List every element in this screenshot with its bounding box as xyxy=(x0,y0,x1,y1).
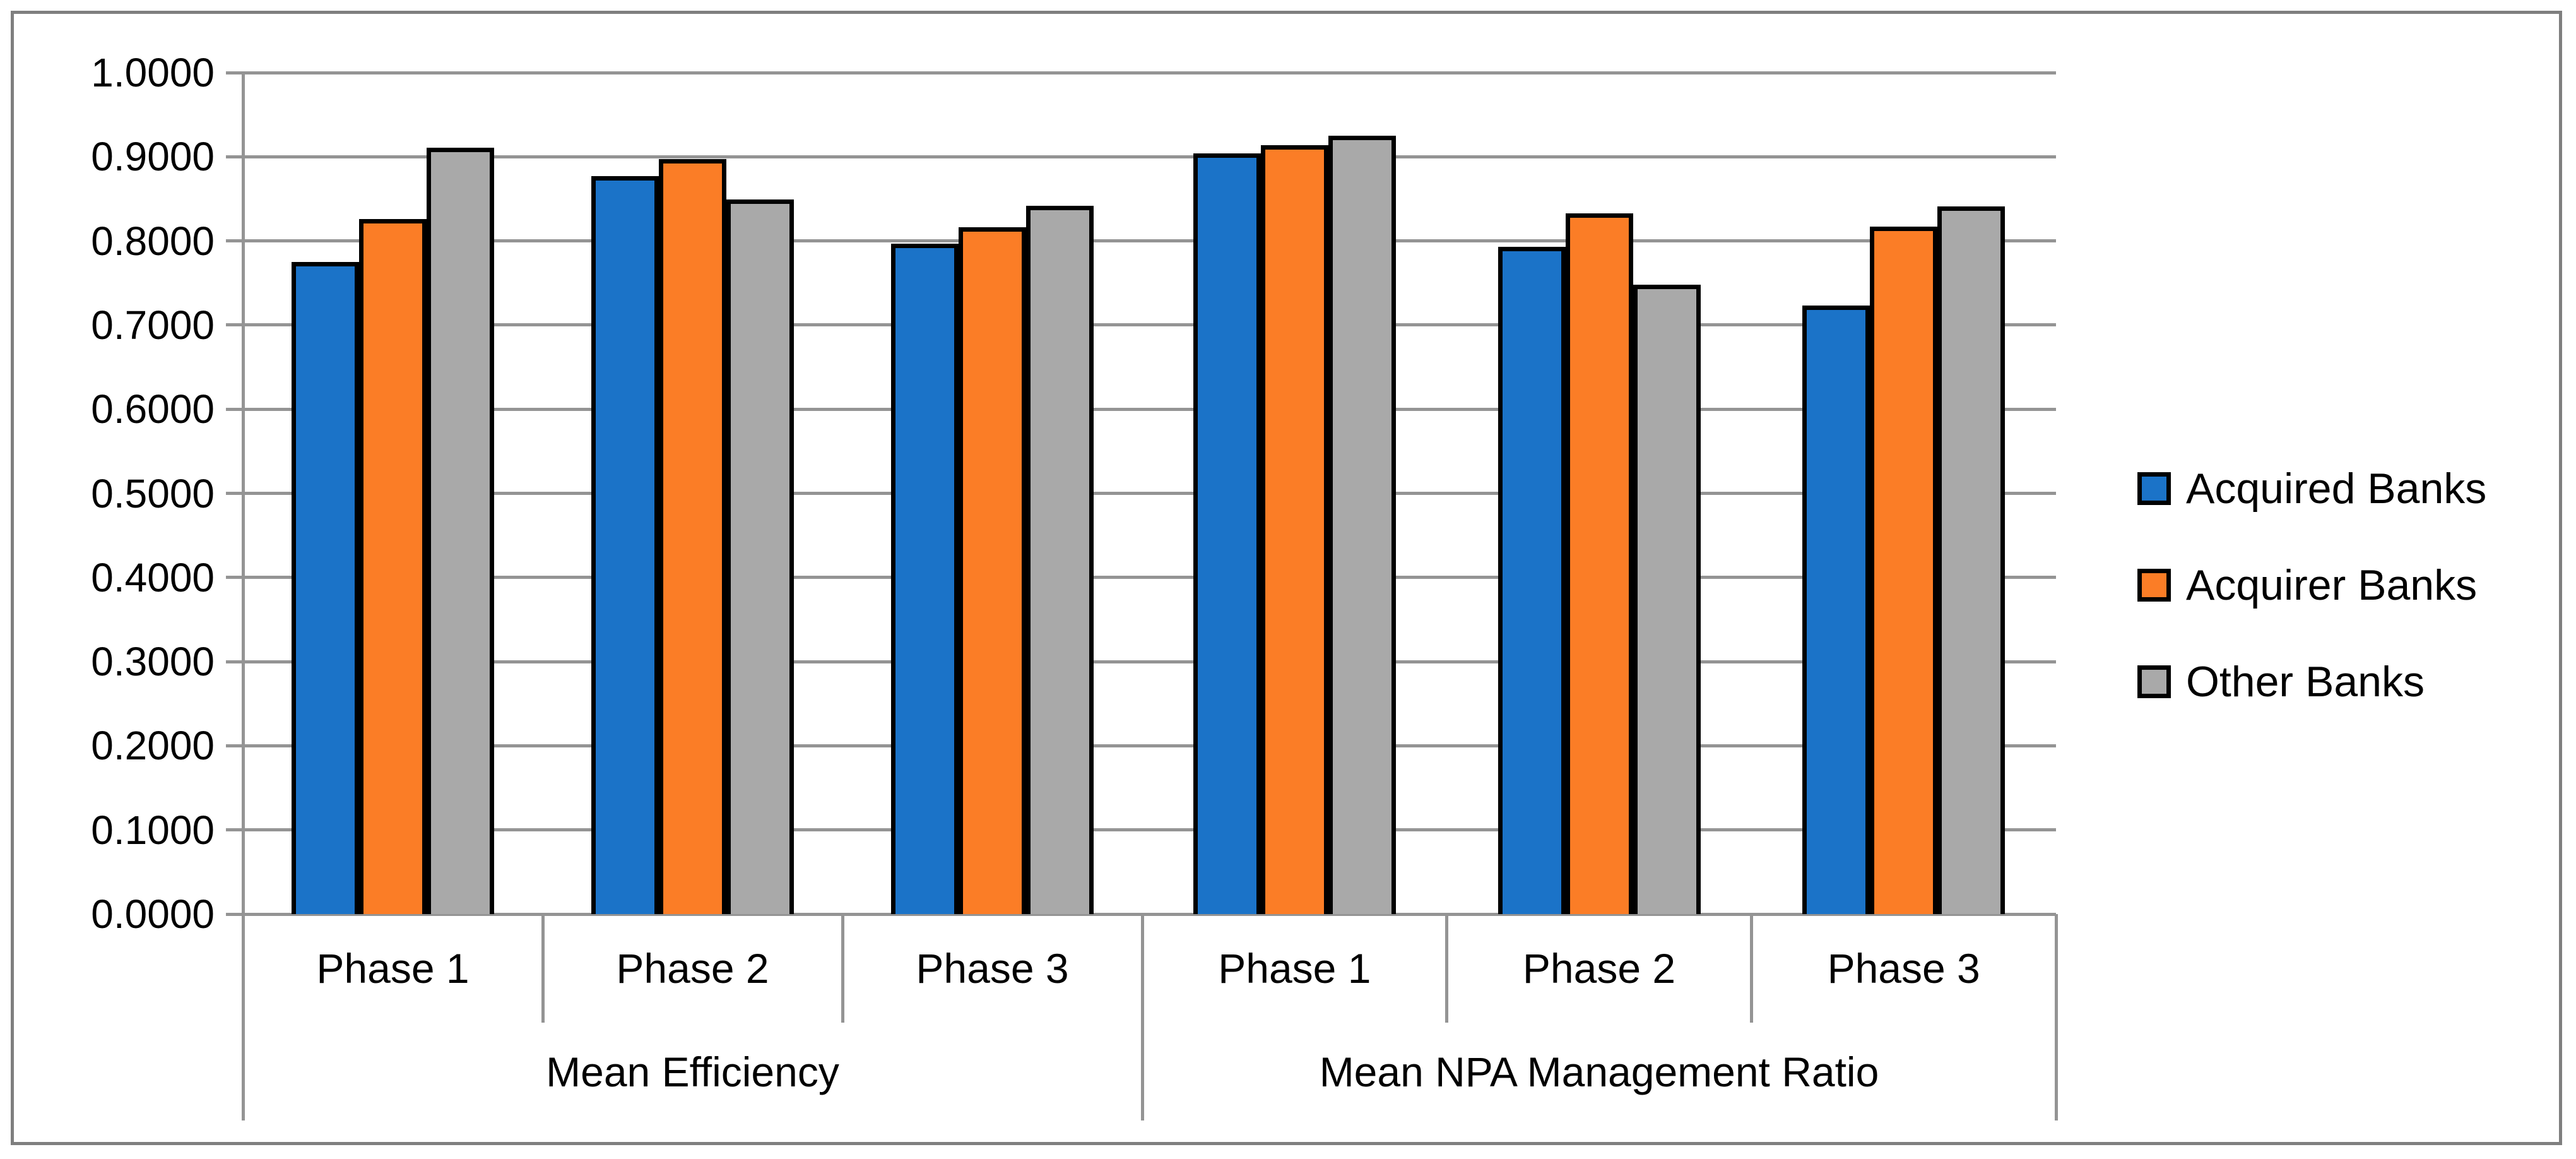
group-label: Mean Efficiency xyxy=(546,1048,839,1095)
y-axis-tick-label: 0.0000 xyxy=(91,891,215,937)
y-axis-tick-label: 0.3000 xyxy=(91,639,215,685)
phase-separator xyxy=(541,914,545,1023)
y-axis-tick-label: 0.2000 xyxy=(91,723,215,769)
gridline xyxy=(226,71,2056,74)
legend-item-other-banks: Other Banks xyxy=(2137,658,2425,706)
y-axis-tick-label: 0.6000 xyxy=(91,386,215,432)
phase-label: Phase 2 xyxy=(616,945,769,992)
phase-label: Phase 2 xyxy=(1522,945,1676,992)
bar-acquired-banks-mean-npa-management-ratio-phase-2 xyxy=(1498,247,1566,914)
y-axis-tick-label: 1.0000 xyxy=(91,50,215,95)
y-axis-line xyxy=(241,73,245,1120)
bar-acquired-banks-mean-efficiency-phase-2 xyxy=(591,176,659,914)
bar-acquirer-banks-mean-efficiency-phase-1 xyxy=(359,219,427,914)
y-axis-tick-label: 0.1000 xyxy=(91,807,215,853)
gridline xyxy=(226,407,2056,411)
category-group-separator xyxy=(1140,914,1144,1120)
bar-acquired-banks-mean-npa-management-ratio-phase-1 xyxy=(1193,153,1261,914)
bar-acquired-banks-mean-efficiency-phase-3 xyxy=(891,244,959,914)
bar-acquirer-banks-mean-efficiency-phase-2 xyxy=(659,159,726,914)
gridline xyxy=(226,155,2056,158)
legend-swatch-acquirer-banks xyxy=(2137,569,2171,602)
legend-swatch-acquired-banks xyxy=(2137,472,2171,505)
y-axis-tick-label: 0.7000 xyxy=(91,302,215,348)
gridline xyxy=(226,492,2056,495)
phase-separator xyxy=(841,914,844,1023)
legend-label-other-banks: Other Banks xyxy=(2186,658,2425,706)
gridline xyxy=(226,323,2056,327)
y-axis-tick-label: 0.8000 xyxy=(91,218,215,264)
bar-acquired-banks-mean-efficiency-phase-1 xyxy=(292,262,359,914)
phase-label: Phase 1 xyxy=(316,945,470,992)
bar-acquirer-banks-mean-npa-management-ratio-phase-2 xyxy=(1565,213,1633,914)
gridline xyxy=(226,828,2056,832)
bar-acquirer-banks-mean-npa-management-ratio-phase-3 xyxy=(1870,227,1938,914)
y-axis-tick-label: 0.4000 xyxy=(91,554,215,600)
bar-acquirer-banks-mean-npa-management-ratio-phase-1 xyxy=(1260,145,1328,914)
bar-acquirer-banks-mean-efficiency-phase-3 xyxy=(959,227,1026,914)
y-axis-tick-label: 0.5000 xyxy=(91,470,215,516)
bar-other-banks-mean-efficiency-phase-1 xyxy=(427,148,494,914)
phase-label: Phase 3 xyxy=(916,945,1069,992)
legend-item-acquirer-banks: Acquirer Banks xyxy=(2137,561,2477,609)
gridline xyxy=(226,744,2056,747)
phase-separator xyxy=(1445,914,1449,1023)
legend-label-acquired-banks: Acquired Banks xyxy=(2186,465,2487,513)
legend-swatch-other-banks xyxy=(2137,665,2171,698)
bar-other-banks-mean-efficiency-phase-3 xyxy=(1026,206,1094,914)
legend-item-acquired-banks: Acquired Banks xyxy=(2137,465,2486,513)
legend-label-acquirer-banks: Acquirer Banks xyxy=(2186,561,2478,609)
y-axis-tick-label: 0.9000 xyxy=(91,134,215,180)
category-group-separator xyxy=(2054,914,2058,1120)
gridline xyxy=(226,576,2056,580)
gridline xyxy=(226,660,2056,663)
bar-other-banks-mean-npa-management-ratio-phase-1 xyxy=(1328,136,1396,914)
bar-acquired-banks-mean-npa-management-ratio-phase-3 xyxy=(1802,306,1870,914)
phase-label: Phase 3 xyxy=(1827,945,1980,992)
group-label: Mean NPA Management Ratio xyxy=(1319,1048,1879,1095)
gridline xyxy=(226,239,2056,243)
bar-other-banks-mean-npa-management-ratio-phase-3 xyxy=(1937,206,2006,914)
phase-separator xyxy=(1749,914,1753,1023)
bar-other-banks-mean-npa-management-ratio-phase-2 xyxy=(1633,285,1701,914)
phase-label: Phase 1 xyxy=(1218,945,1371,992)
bar-other-banks-mean-efficiency-phase-2 xyxy=(726,199,794,914)
